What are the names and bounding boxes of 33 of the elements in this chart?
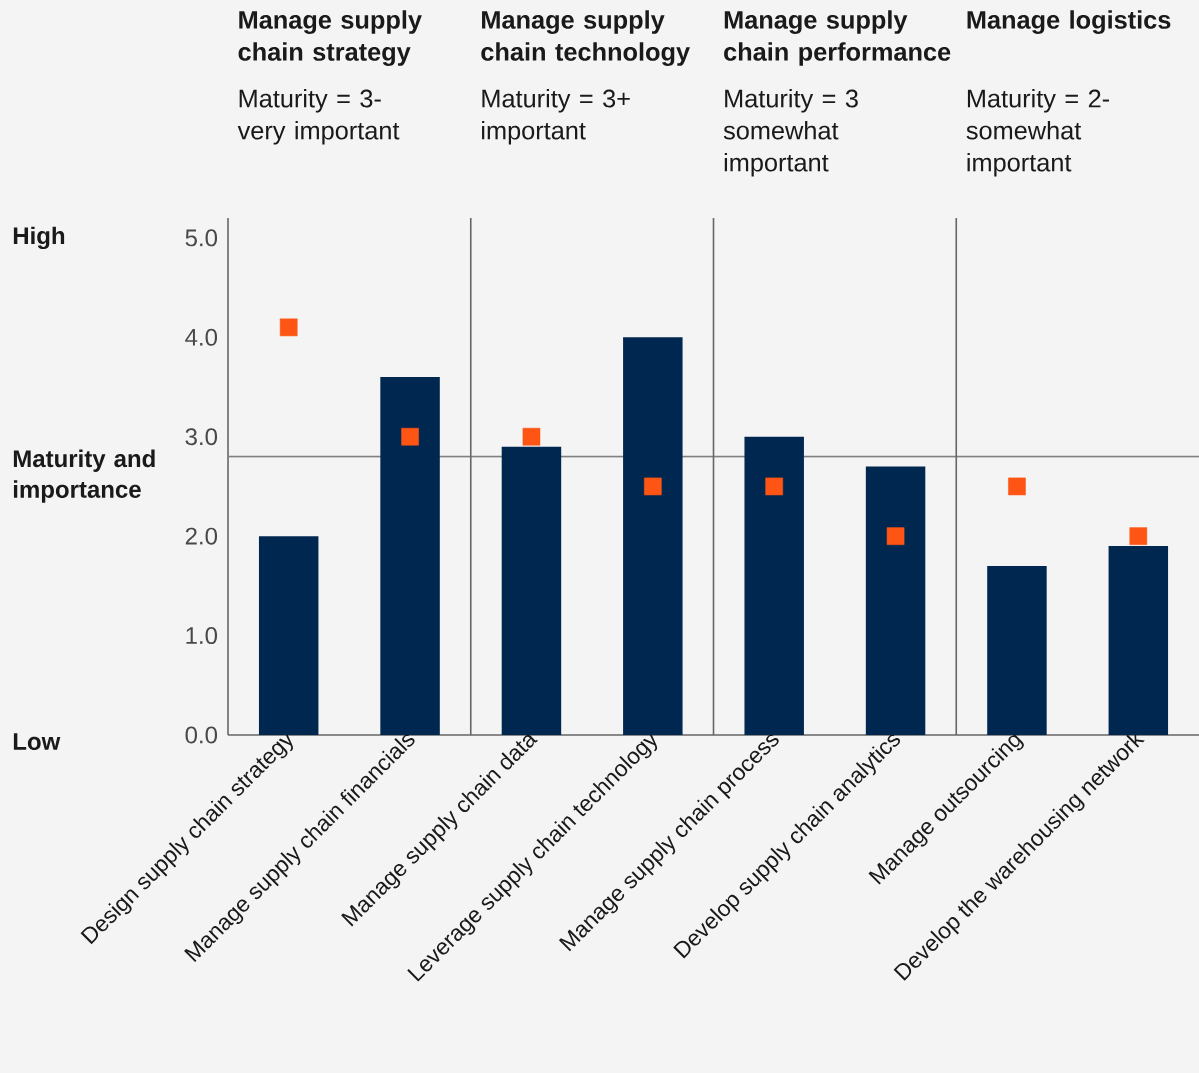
text: Manage supply chain strategy (238, 10, 422, 66)
text: High (13, 226, 65, 250)
y-tick-label: 0.0 (185, 726, 218, 744)
bar (865, 466, 926, 735)
text: Manage supply chain performance (724, 10, 951, 66)
text: Manage supply chain technology (481, 10, 690, 66)
text: Maturity = 2- somewhat important (966, 88, 1109, 177)
point (886, 527, 905, 545)
y-tick-label: 3.0 (185, 428, 218, 446)
y-tick-label: 2.0 (185, 527, 218, 545)
text: Maturity = 3 somewhat important (723, 88, 858, 177)
y-tick-label: 5.0 (185, 229, 218, 247)
bar (987, 565, 1047, 735)
point (644, 477, 662, 496)
point (401, 427, 419, 446)
y-tick-label: 1.0 (186, 627, 218, 645)
text: Maturity = 3- very important (237, 88, 400, 145)
bar (744, 436, 804, 735)
bar (380, 377, 440, 735)
point (1129, 527, 1148, 545)
y-tick-label: 4.0 (185, 328, 218, 346)
point (765, 477, 783, 496)
text: Low (13, 733, 61, 751)
bar (623, 337, 683, 735)
bar (1108, 546, 1169, 735)
bar (501, 446, 562, 735)
point (522, 427, 541, 446)
text: Manage logistics (967, 10, 1171, 34)
bar (258, 536, 319, 735)
y-axis-title: Maturity and importance (13, 449, 155, 503)
point (279, 318, 298, 337)
text: Maturity = 3+ important (482, 88, 630, 145)
point (1008, 477, 1026, 496)
